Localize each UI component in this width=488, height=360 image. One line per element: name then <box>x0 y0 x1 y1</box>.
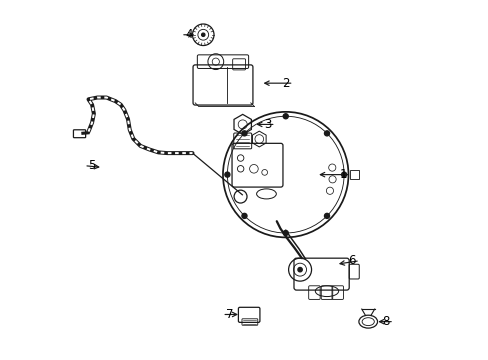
Circle shape <box>283 230 287 235</box>
Circle shape <box>283 114 287 119</box>
Circle shape <box>242 131 246 136</box>
Circle shape <box>224 172 229 177</box>
Circle shape <box>324 131 329 136</box>
Text: 2: 2 <box>282 77 289 90</box>
Text: 6: 6 <box>347 254 355 267</box>
Text: 1: 1 <box>339 168 346 181</box>
Text: 8: 8 <box>382 315 389 328</box>
Text: 3: 3 <box>264 118 271 131</box>
Text: 7: 7 <box>226 308 233 321</box>
Text: 4: 4 <box>185 28 192 41</box>
Circle shape <box>341 172 346 177</box>
Bar <box>349 170 359 179</box>
Circle shape <box>297 267 302 272</box>
Circle shape <box>324 213 329 219</box>
Circle shape <box>201 33 204 36</box>
Text: 5: 5 <box>88 159 96 172</box>
Circle shape <box>242 213 246 219</box>
